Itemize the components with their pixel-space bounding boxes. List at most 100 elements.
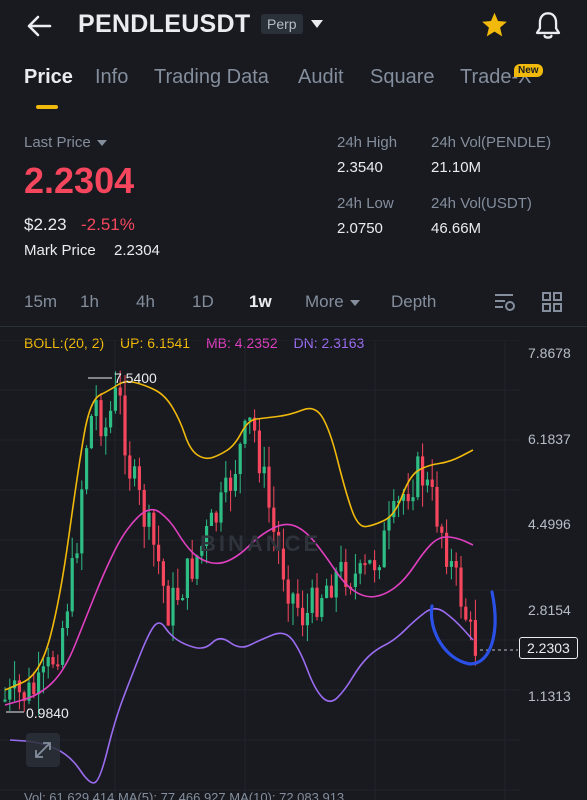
candle-body <box>157 544 161 562</box>
candle-body <box>267 466 271 508</box>
boll-middle-band <box>4 508 474 706</box>
candle-body <box>459 567 463 607</box>
candle-body <box>65 611 69 629</box>
candle-body <box>99 400 103 437</box>
candle-body <box>397 500 401 503</box>
candle-body <box>310 587 314 613</box>
candle-body <box>406 493 410 502</box>
candle-body <box>205 526 209 546</box>
candle-body <box>214 512 218 523</box>
candle-body <box>181 598 185 601</box>
indicator-settings-icon[interactable] <box>493 290 517 314</box>
candle-body <box>118 387 122 396</box>
bell-icon[interactable] <box>534 11 562 41</box>
candle-body <box>133 466 137 479</box>
main-tabs: Price Info Trading Data Audit Square Tra… <box>0 66 587 110</box>
candle-body <box>440 526 444 533</box>
candle-body <box>109 410 113 428</box>
last-price-label[interactable]: Last Price <box>24 134 107 151</box>
candle-body <box>281 548 285 580</box>
caret-down-icon <box>349 299 360 306</box>
candle-body <box>233 474 237 491</box>
y-label-1: 7.8678 <box>528 345 571 361</box>
low-label: 24h Low <box>337 195 394 212</box>
chevron-down-icon[interactable] <box>310 19 324 29</box>
tab-trade-x[interactable]: Trade-X <box>460 66 532 88</box>
candle-body <box>17 680 21 693</box>
candle-body <box>325 585 329 599</box>
vol-base-value: 21.10M <box>431 159 482 176</box>
tab-trading-data[interactable]: Trading Data <box>154 66 269 88</box>
candle-body <box>425 479 429 486</box>
last-price: 2.2304 <box>24 160 135 201</box>
candle-body <box>32 682 36 695</box>
candle-body <box>123 395 127 456</box>
candle-body <box>41 666 45 673</box>
candle-body <box>166 585 170 626</box>
symbol-title[interactable]: PENDLEUSDT <box>78 10 251 38</box>
candle-body <box>449 561 453 567</box>
candle-body <box>272 507 276 532</box>
candle-body <box>128 455 132 479</box>
active-tab-indicator <box>36 105 58 109</box>
chart-grid <box>0 340 520 800</box>
candle-body <box>56 664 60 667</box>
depth-tab[interactable]: Depth <box>391 292 437 311</box>
interval-15m[interactable]: 15m <box>24 292 58 311</box>
candle-body <box>195 555 199 579</box>
interval-1h[interactable]: 1h <box>80 292 99 311</box>
candle-body <box>363 563 367 566</box>
candle-body <box>113 387 117 411</box>
interval-4h[interactable]: 4h <box>136 292 155 311</box>
candle-body <box>70 558 74 612</box>
candle-body <box>469 619 473 622</box>
boll-upper-band <box>4 380 474 691</box>
candle-body <box>61 628 65 665</box>
candle-body <box>296 593 300 608</box>
candle-body <box>334 571 338 598</box>
candle-body <box>85 448 89 490</box>
interval-more[interactable]: More <box>305 292 360 312</box>
candle-body <box>421 456 425 486</box>
tab-info[interactable]: Info <box>95 66 129 88</box>
tab-square[interactable]: Square <box>370 66 435 88</box>
candle-body <box>152 512 156 545</box>
current-price-tag: 2.2303 <box>519 637 578 659</box>
volume-indicator-line: Vol: 61,629,414 MA(5): 77,466,927 MA(10)… <box>24 790 345 800</box>
candle-body <box>286 579 290 604</box>
expand-icon[interactable] <box>26 733 60 767</box>
candle-body <box>224 477 228 493</box>
change-percent: -2.51% <box>81 215 135 234</box>
interval-bar: 15m 1h 4h 1D 1w More Depth <box>0 292 587 320</box>
candle-body <box>301 607 305 626</box>
interval-1w[interactable]: 1w <box>249 292 272 311</box>
candle-body <box>387 517 391 531</box>
tab-price[interactable]: Price <box>24 66 73 88</box>
mark-price-label: Mark Price <box>24 242 96 259</box>
low-value: 2.0750 <box>337 220 383 237</box>
tab-audit[interactable]: Audit <box>298 66 344 88</box>
low-marker-label: 0.9840 <box>26 705 69 721</box>
interval-1d[interactable]: 1D <box>192 292 214 311</box>
candle-body <box>89 416 93 449</box>
layout-grid-icon[interactable] <box>540 290 564 314</box>
candle-body <box>445 532 449 567</box>
candle-body <box>37 672 41 695</box>
back-arrow-icon[interactable] <box>26 14 52 38</box>
candle-body <box>142 489 146 527</box>
boll-legend: BOLL:(20, 2) UP: 6.1541 MB: 4.2352 DN: 2… <box>24 335 376 351</box>
candlestick-chart[interactable] <box>0 340 587 800</box>
candle-body <box>200 545 204 556</box>
candle-body <box>22 692 26 701</box>
caret-down-icon <box>96 140 107 147</box>
candle-body <box>377 567 381 571</box>
candle-body <box>8 688 12 700</box>
y-label-3: 4.4996 <box>528 516 571 532</box>
candle-body <box>291 593 295 604</box>
star-icon[interactable] <box>480 11 509 39</box>
y-label-5: 1.1313 <box>528 688 571 704</box>
mark-price: 2.2304 <box>114 242 160 259</box>
candle-body <box>243 420 247 444</box>
candle-body <box>473 620 477 656</box>
boll-up: UP: 6.1541 <box>120 335 191 351</box>
